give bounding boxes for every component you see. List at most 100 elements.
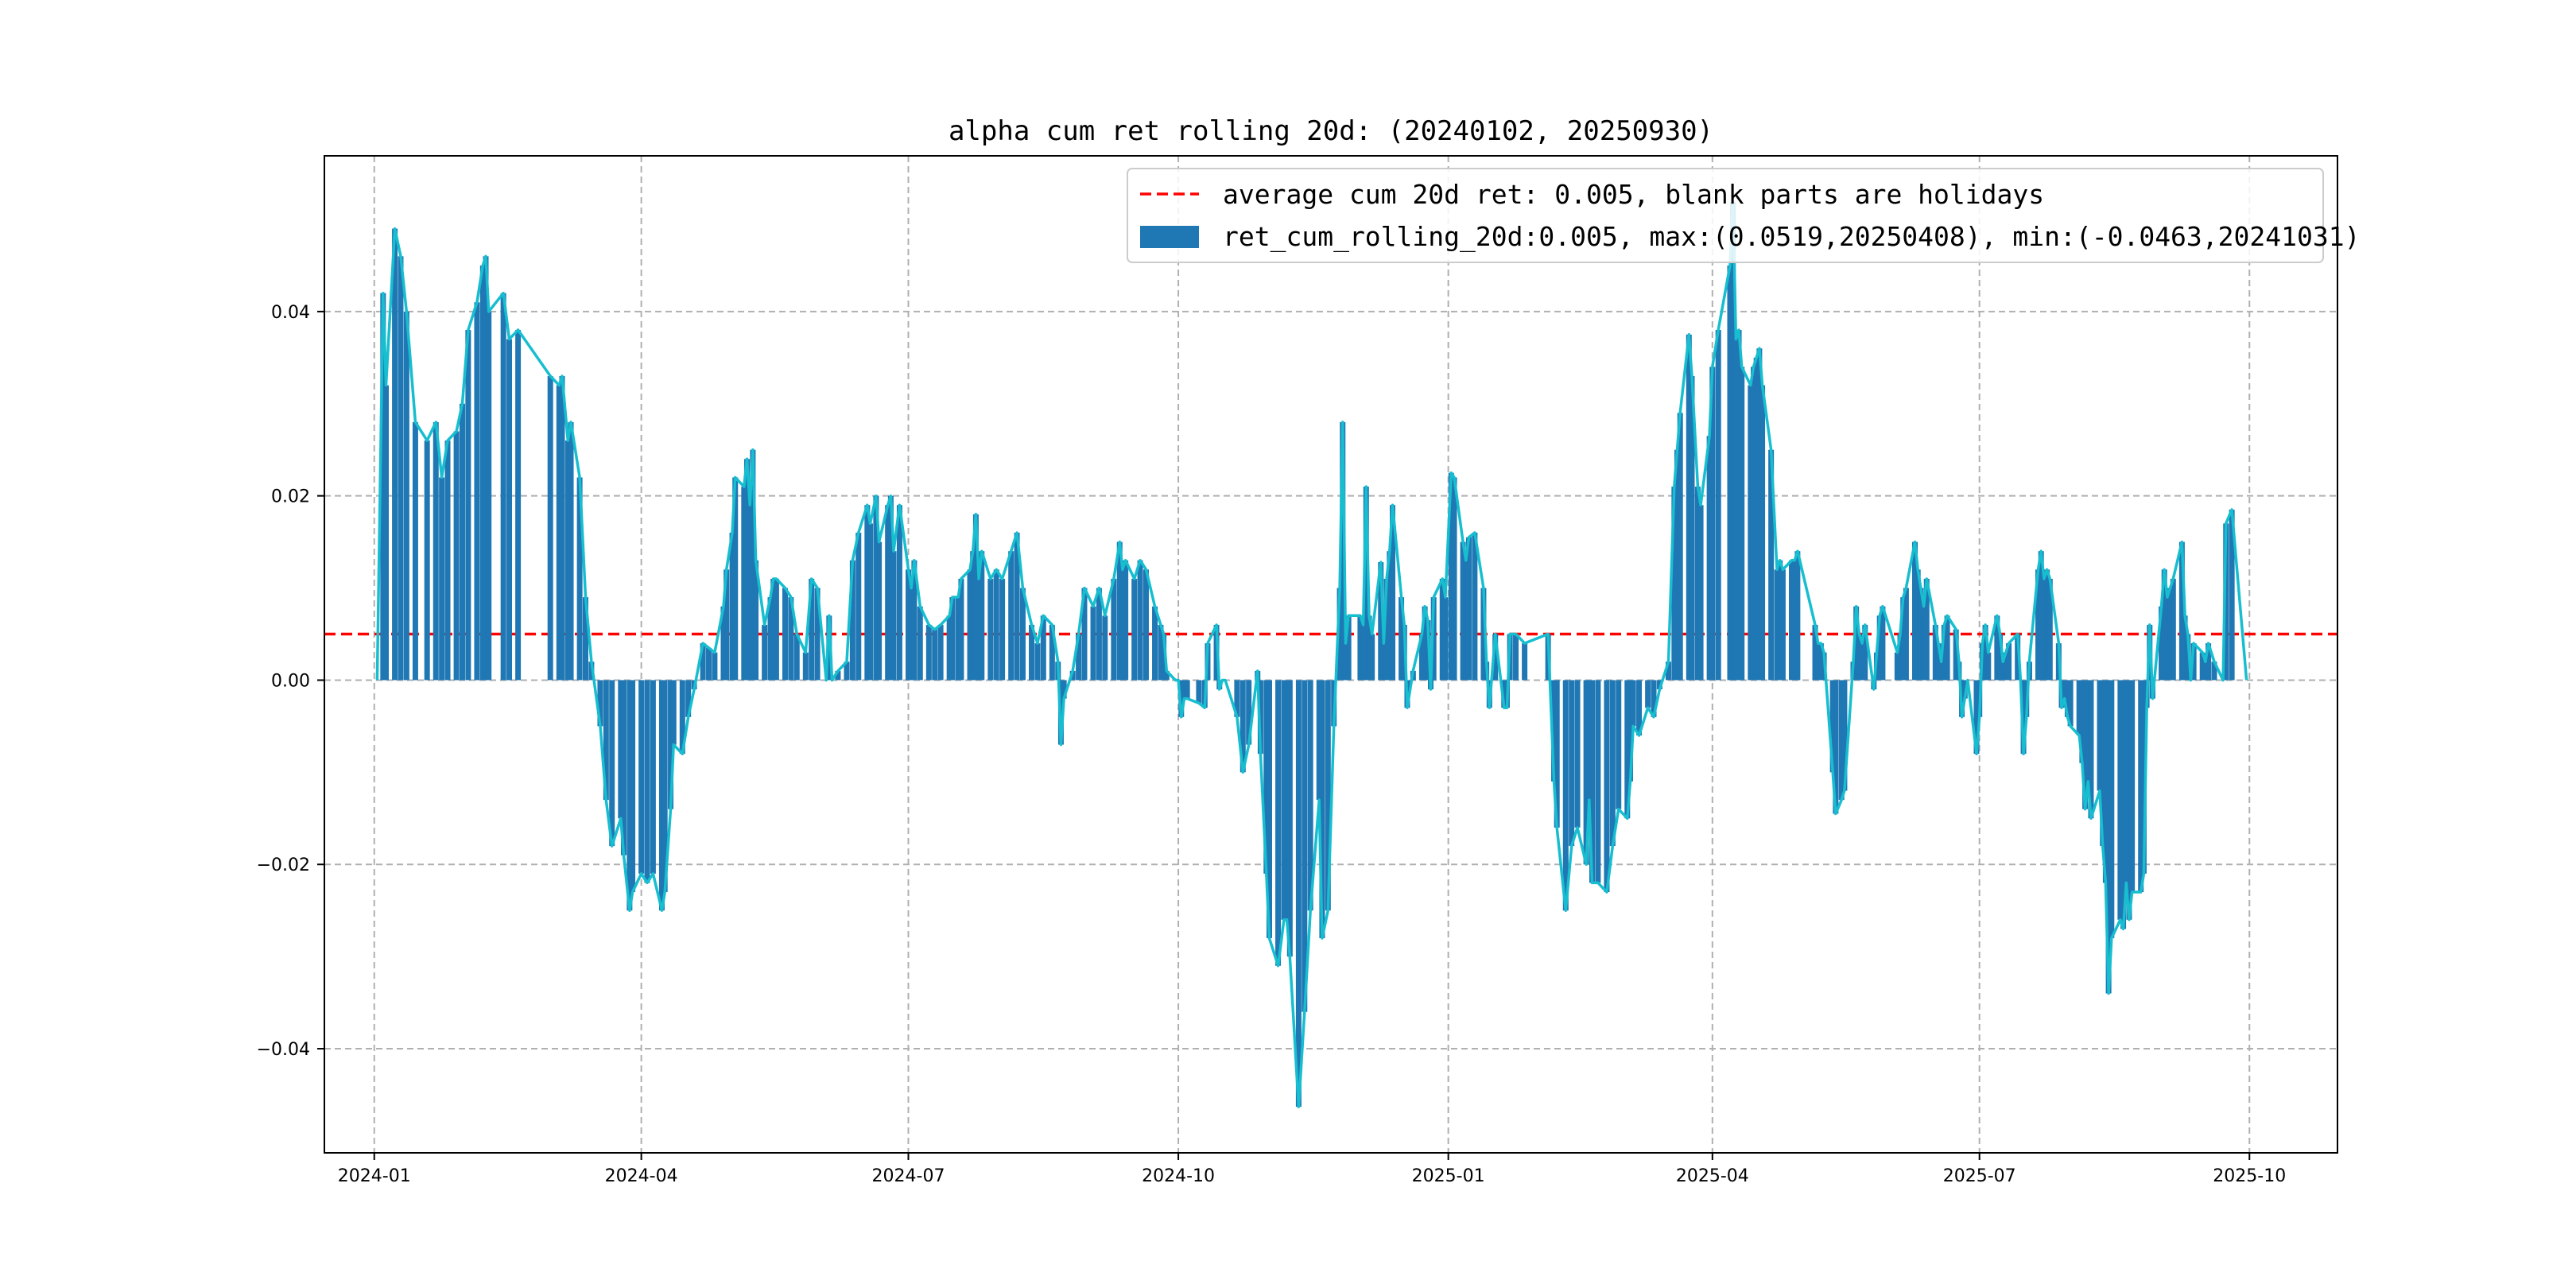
bar xyxy=(479,265,486,681)
x-tick-label: 2024-10 xyxy=(1142,1166,1215,1186)
bar xyxy=(2159,606,2165,681)
bar xyxy=(2117,680,2124,920)
bar xyxy=(1759,385,1766,681)
bar xyxy=(1609,680,1616,847)
bar xyxy=(958,578,964,681)
bar xyxy=(1123,560,1129,681)
bar xyxy=(1671,487,1678,681)
bar xyxy=(392,228,398,681)
bar xyxy=(1451,477,1457,681)
bar xyxy=(1096,588,1102,681)
bar xyxy=(1750,367,1756,681)
bar xyxy=(1856,634,1862,681)
bar xyxy=(809,578,815,681)
bar xyxy=(1387,551,1393,681)
bar xyxy=(670,680,677,745)
bar xyxy=(987,578,994,681)
bar xyxy=(2202,661,2209,681)
bar xyxy=(2167,588,2174,681)
bar xyxy=(1627,680,1633,782)
bar xyxy=(932,629,938,681)
bar xyxy=(782,588,788,681)
bar xyxy=(1918,588,1924,681)
bar xyxy=(1378,562,1384,681)
bar xyxy=(1040,615,1046,681)
bar xyxy=(1422,606,1428,681)
bar xyxy=(844,661,850,681)
bar xyxy=(474,302,480,681)
bar xyxy=(1880,606,1886,681)
bar xyxy=(2000,661,2006,681)
bar xyxy=(658,680,665,911)
bar xyxy=(1357,615,1364,681)
bar xyxy=(2123,680,2129,883)
bar xyxy=(753,560,759,681)
bar xyxy=(1163,670,1170,681)
bar xyxy=(2223,523,2229,681)
bar xyxy=(1286,680,1293,957)
bar xyxy=(1941,624,1947,681)
bar xyxy=(1604,680,1610,893)
bar xyxy=(1196,680,1202,704)
bar xyxy=(459,403,465,681)
bar xyxy=(2138,680,2144,893)
plot-frame xyxy=(324,155,2338,1154)
bar xyxy=(1583,680,1589,865)
bar xyxy=(1472,533,1478,681)
bar xyxy=(1674,449,1681,681)
bar xyxy=(999,578,1006,681)
bar xyxy=(1076,634,1082,681)
bar xyxy=(515,330,522,681)
bar xyxy=(1336,588,1343,681)
bar xyxy=(1399,597,1405,681)
bar xyxy=(1307,680,1313,911)
bar xyxy=(793,634,800,681)
bar xyxy=(885,505,891,681)
bar xyxy=(1266,680,1272,938)
bar xyxy=(946,615,952,681)
bar xyxy=(1686,334,1692,681)
bar xyxy=(500,293,506,681)
bar xyxy=(1730,201,1736,681)
y-tick-label: 0.04 xyxy=(271,303,310,323)
bar xyxy=(383,385,390,681)
bar xyxy=(1876,615,1883,681)
bar xyxy=(1143,569,1149,681)
bar xyxy=(906,569,912,681)
bar xyxy=(1841,680,1848,791)
bar xyxy=(2082,680,2089,809)
ticks-layer: 2024-01 2024-04 2024-07 2024-10 2025-01 2025-… xyxy=(257,303,2287,1186)
bar xyxy=(2044,569,2050,681)
x-tick-label: 2025-04 xyxy=(1676,1166,1749,1186)
bar xyxy=(993,569,999,681)
bar xyxy=(1275,680,1282,966)
bar xyxy=(949,597,956,681)
y-tick-label: −0.02 xyxy=(257,855,310,875)
bar xyxy=(1829,680,1836,773)
bar xyxy=(2199,652,2206,681)
bar xyxy=(814,588,821,681)
bar xyxy=(1727,265,1733,681)
bar xyxy=(2140,680,2147,874)
bar xyxy=(802,652,809,681)
bar xyxy=(1645,680,1651,708)
x-tick-label: 2025-10 xyxy=(2213,1166,2286,1186)
bar xyxy=(1319,680,1325,938)
bar xyxy=(568,421,574,681)
bar xyxy=(1345,615,1352,681)
bar xyxy=(1501,680,1507,708)
bar xyxy=(609,680,615,847)
bar xyxy=(1522,643,1528,681)
bar xyxy=(2229,510,2235,681)
bar xyxy=(559,375,565,681)
x-tick-label: 2024-01 xyxy=(338,1166,411,1186)
bar xyxy=(1442,597,1449,681)
legend-bar-swatch xyxy=(1140,226,1199,248)
bar xyxy=(2064,680,2070,717)
bar xyxy=(1938,661,1945,681)
bar xyxy=(1161,634,1167,681)
bar xyxy=(439,477,445,681)
bar xyxy=(1116,541,1123,681)
bar xyxy=(1859,643,1865,681)
bar xyxy=(1636,680,1643,735)
